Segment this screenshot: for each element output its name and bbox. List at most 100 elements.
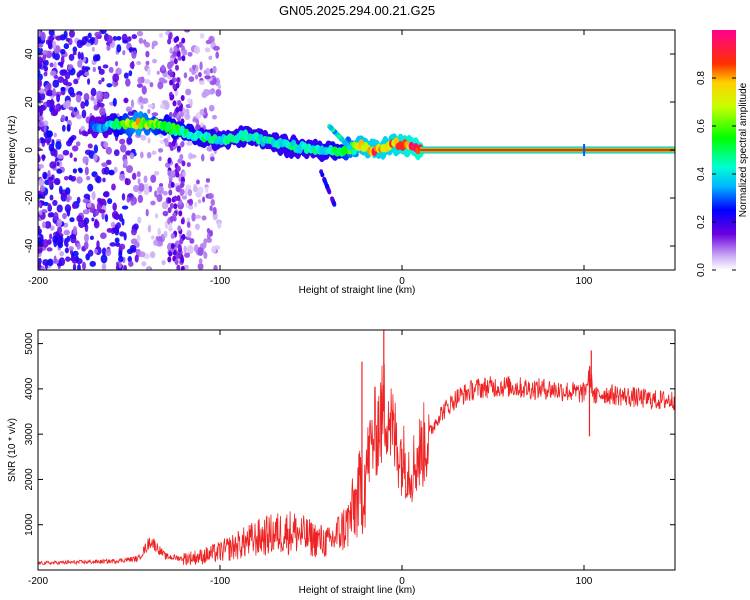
spectrogram-cell bbox=[98, 102, 105, 108]
spectrogram-cell bbox=[75, 141, 81, 147]
spectrogram-cell bbox=[116, 35, 122, 41]
spectrogram-cell bbox=[119, 243, 126, 250]
spectrogram-cell bbox=[176, 145, 181, 152]
snr-series bbox=[38, 330, 675, 566]
spectrogram-cell bbox=[169, 216, 174, 223]
spectrogram-cell bbox=[65, 187, 71, 195]
spectrogram-cell bbox=[203, 107, 207, 114]
spectrogram-cell bbox=[84, 149, 92, 156]
spectrogram-cell bbox=[106, 83, 113, 88]
spectrogram-cell bbox=[41, 221, 46, 229]
spectrogram-cell bbox=[208, 104, 215, 112]
spectrogram-cell bbox=[180, 182, 185, 189]
spectrogram-cell bbox=[199, 32, 205, 39]
spectrogram-cell bbox=[141, 261, 147, 267]
spectrogram-cell bbox=[50, 110, 58, 117]
spectrogram-cell bbox=[180, 94, 185, 101]
spectrogram-cell bbox=[53, 212, 59, 221]
y-tick-label: 1000 bbox=[24, 513, 35, 536]
spectrogram-cell bbox=[154, 213, 159, 219]
spectrogram-cell bbox=[87, 143, 93, 149]
spectrogram-cell bbox=[210, 156, 215, 162]
spectrogram-y-ticks: -40 -20 0 20 40 bbox=[24, 48, 675, 253]
spectrogram-cell bbox=[210, 199, 215, 206]
spectrogram-cell bbox=[197, 263, 204, 270]
spectrogram-cell bbox=[161, 100, 169, 105]
spectrogram-cell bbox=[62, 149, 70, 156]
spectrogram-cell bbox=[59, 48, 66, 55]
spectrogram-cell bbox=[336, 133, 342, 139]
spectrogram-cell bbox=[151, 43, 155, 50]
spectrogram-cell bbox=[167, 133, 171, 141]
spectrogram-cell bbox=[169, 47, 173, 55]
spectrogram-cell bbox=[65, 99, 71, 108]
spectrogram-cell bbox=[100, 254, 108, 264]
spectrogram-cell bbox=[133, 223, 139, 230]
x-tick-label: 0 bbox=[399, 276, 405, 287]
spectrogram-cell bbox=[198, 72, 202, 78]
spectrogram-cell bbox=[170, 233, 175, 240]
y-tick-label: -20 bbox=[24, 190, 35, 205]
colorbar-label: Normalized spectral amplitude bbox=[738, 82, 749, 217]
colorbar-tick-label: 0.8 bbox=[696, 71, 707, 85]
spectrogram-y-axis-label: Frequency (Hz) bbox=[7, 116, 18, 185]
spectrogram-cell bbox=[137, 216, 142, 224]
spectrogram-cell bbox=[98, 68, 105, 75]
spectrogram-cell bbox=[68, 86, 75, 96]
spectrogram-cell bbox=[49, 225, 55, 231]
spectrogram-cell bbox=[73, 106, 78, 112]
spectrogram-cell bbox=[105, 159, 112, 166]
spectrogram-cell bbox=[186, 221, 191, 228]
spectrogram-cell bbox=[115, 242, 121, 247]
spectrogram-cell bbox=[127, 36, 132, 42]
snr-panel: -200 -100 0 100 1000 2000 3000 4000 5000 Height… bbox=[7, 329, 676, 596]
spectrogram-cell bbox=[43, 124, 47, 133]
spectrogram-cell bbox=[64, 247, 70, 254]
spectrogram-cell bbox=[137, 178, 141, 185]
spectrogram-cell bbox=[179, 238, 184, 245]
spectrogram-cell bbox=[157, 185, 164, 194]
spectrogram-cell bbox=[198, 258, 203, 265]
spectrogram-cell bbox=[72, 51, 77, 56]
spectrogram-cell bbox=[147, 104, 155, 109]
spectrogram-cell bbox=[68, 246, 74, 251]
spectrogram-cell bbox=[106, 35, 113, 45]
spectrogram-cell bbox=[149, 81, 154, 88]
spectrogram-cell bbox=[38, 163, 45, 169]
spectrogram-cell bbox=[41, 138, 47, 144]
spectrogram-cell bbox=[85, 42, 92, 47]
spectrogram-cell bbox=[138, 37, 144, 44]
spectrogram-cell bbox=[169, 222, 173, 231]
spectrogram-cell bbox=[82, 156, 89, 164]
spectrogram-cell bbox=[179, 154, 184, 161]
spectrogram-cell bbox=[204, 186, 209, 194]
spectrogram-cell bbox=[75, 94, 82, 103]
spectrogram-cell bbox=[46, 247, 53, 252]
spectrogram-cell bbox=[169, 94, 174, 101]
spectrogram-cell bbox=[58, 185, 63, 195]
spectrogram-cell bbox=[199, 122, 204, 128]
spectrogram-cell bbox=[168, 32, 173, 39]
spectrogram-cell bbox=[85, 175, 91, 181]
spectrogram-cell bbox=[131, 50, 137, 59]
spectrogram-cell bbox=[104, 213, 109, 223]
spectrogram-cell bbox=[55, 35, 63, 41]
spectrogram-cell bbox=[195, 214, 202, 219]
spectrogram-cell bbox=[38, 237, 42, 246]
spectrogram-cell bbox=[82, 198, 89, 204]
spectrogram-cell bbox=[147, 137, 151, 144]
spectrogram-cell bbox=[39, 185, 46, 193]
spectrogram-cell bbox=[131, 34, 138, 40]
spectrogram-cell bbox=[328, 125, 334, 131]
spectrogram-cell bbox=[188, 198, 194, 206]
colorbar-tick-label: 0.2 bbox=[696, 215, 707, 229]
spectrogram-cell bbox=[147, 108, 151, 114]
spectrogram-cell bbox=[145, 60, 150, 66]
spectrogram-cell bbox=[173, 58, 178, 65]
y-tick-label: 4000 bbox=[24, 377, 35, 400]
spectrogram-cell bbox=[57, 242, 64, 249]
spectrogram-cell bbox=[213, 264, 218, 270]
spectrogram-cell bbox=[173, 203, 178, 210]
spectrogram-cell bbox=[161, 201, 169, 210]
spectrogram-cell bbox=[193, 244, 199, 253]
